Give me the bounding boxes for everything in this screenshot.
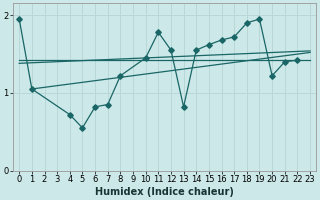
X-axis label: Humidex (Indice chaleur): Humidex (Indice chaleur) bbox=[95, 187, 234, 197]
